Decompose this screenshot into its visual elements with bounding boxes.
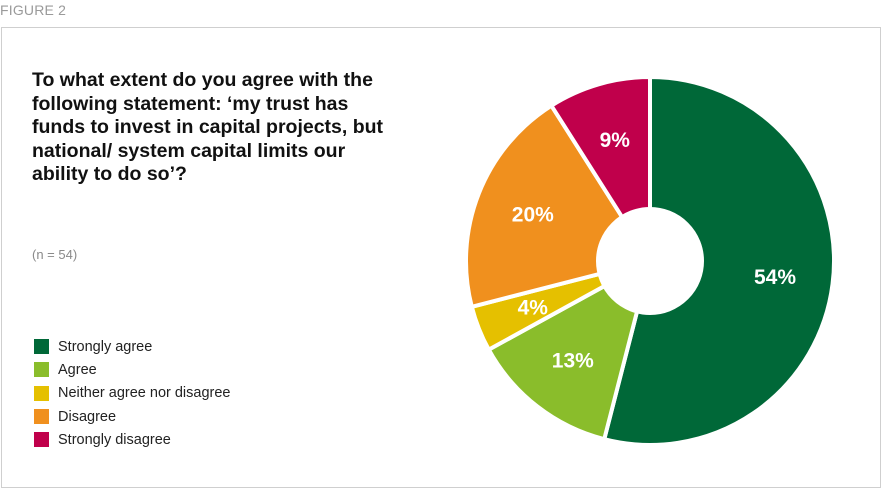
data-label-neither-agree-nor-disagree: 4% <box>518 296 549 319</box>
legend-swatch <box>34 362 49 378</box>
legend-label: Strongly disagree <box>58 431 171 448</box>
legend-swatch <box>34 432 49 448</box>
sample-size-note: (n = 54) <box>32 247 78 262</box>
data-label-agree: 13% <box>552 350 594 373</box>
legend-item-agree: Agree <box>34 358 231 381</box>
legend-label: Disagree <box>58 408 117 425</box>
figure-label: FIGURE 2 <box>0 2 67 18</box>
legend-item-strongly-agree: Strongly agree <box>34 335 231 358</box>
figure-frame <box>1 27 881 488</box>
data-label-strongly-agree: 54% <box>754 266 796 289</box>
legend-swatch <box>34 385 49 401</box>
legend-label: Strongly agree <box>58 338 153 355</box>
legend: Strongly agree Agree Neither agree nor d… <box>34 335 231 451</box>
slice-strongly-agree <box>602 75 836 447</box>
chart-title: To what extent do you agree with the fol… <box>32 69 384 185</box>
legend-label: Agree <box>58 361 97 378</box>
legend-item-disagree: Disagree <box>34 405 231 428</box>
data-label-disagree: 20% <box>512 204 554 227</box>
data-label-strongly-disagree: 9% <box>600 129 631 152</box>
legend-swatch <box>34 409 49 425</box>
legend-label: Neither agree nor disagree <box>58 385 231 402</box>
slice-agree <box>486 259 652 442</box>
legend-swatch <box>34 339 49 355</box>
legend-item-neither: Neither agree nor disagree <box>34 382 231 405</box>
donut-hole <box>596 207 704 315</box>
legend-item-strongly-disagree: Strongly disagree <box>34 428 231 451</box>
